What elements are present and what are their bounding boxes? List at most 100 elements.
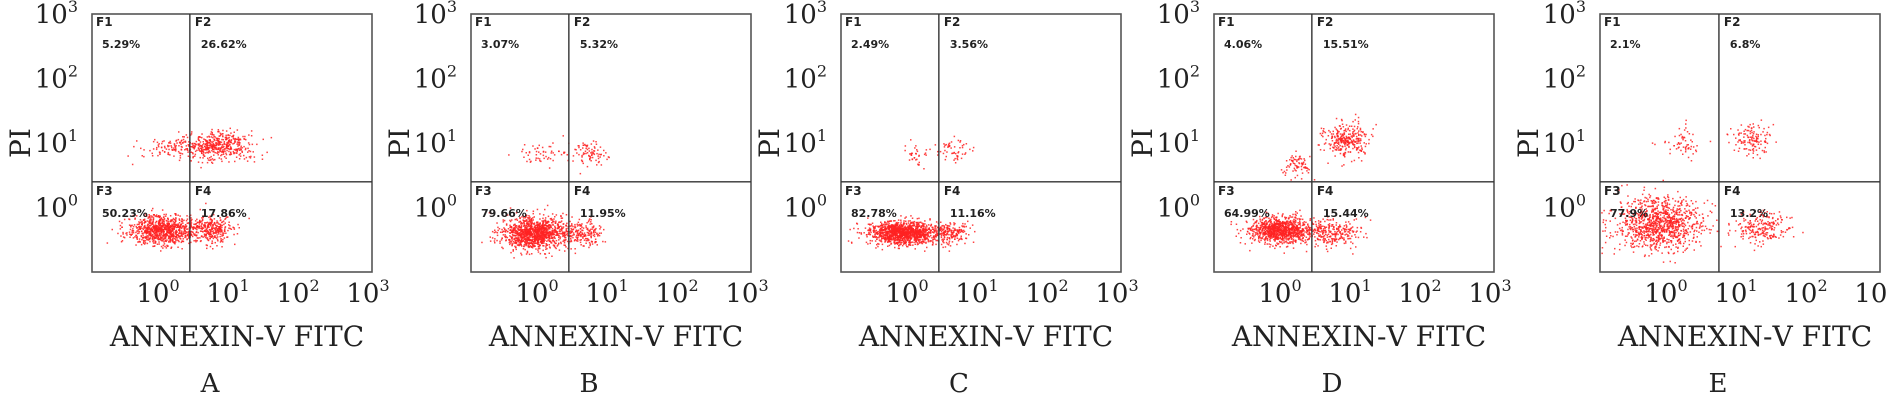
event-dot bbox=[209, 237, 211, 240]
event-dot bbox=[202, 150, 204, 153]
event-dot bbox=[600, 226, 602, 228]
event-dot bbox=[558, 230, 560, 233]
event-dot bbox=[940, 235, 943, 237]
tick-base: 10 bbox=[784, 194, 817, 224]
event-dot bbox=[212, 145, 214, 147]
event-dot bbox=[562, 232, 565, 234]
event-dot bbox=[578, 232, 580, 235]
event-dot bbox=[214, 223, 216, 225]
event-dot bbox=[908, 227, 910, 229]
event-dot bbox=[922, 227, 924, 230]
event-dot bbox=[890, 239, 893, 241]
quadrant-label: F1 bbox=[96, 15, 113, 29]
plot-frame bbox=[470, 13, 752, 273]
event-dot bbox=[533, 245, 536, 248]
event-dot bbox=[922, 229, 924, 232]
event-dot bbox=[522, 148, 524, 151]
event-dot bbox=[196, 218, 198, 221]
event-dot bbox=[153, 236, 155, 238]
event-dot bbox=[509, 220, 512, 223]
event-dot bbox=[185, 134, 188, 136]
event-dot bbox=[527, 217, 529, 219]
event-dot bbox=[957, 155, 959, 158]
event-dot bbox=[925, 237, 928, 240]
event-dot bbox=[911, 233, 914, 235]
event-dot bbox=[552, 244, 555, 246]
event-dot bbox=[953, 135, 956, 138]
event-dot bbox=[146, 242, 149, 245]
event-dot bbox=[552, 159, 554, 162]
event-dot bbox=[207, 150, 210, 153]
event-dot bbox=[545, 243, 547, 245]
event-dot bbox=[164, 237, 167, 240]
event-dot bbox=[894, 246, 896, 249]
event-dot bbox=[161, 149, 164, 152]
event-dot bbox=[902, 233, 905, 235]
event-dot bbox=[875, 229, 877, 232]
event-dot bbox=[146, 238, 148, 241]
event-dot bbox=[882, 234, 884, 237]
event-dot bbox=[537, 251, 540, 253]
quadrant-label: F3 bbox=[96, 184, 113, 198]
event-dot bbox=[525, 227, 528, 229]
event-dot bbox=[890, 229, 893, 231]
event-dot bbox=[202, 215, 204, 217]
event-dot bbox=[138, 221, 140, 223]
event-dot bbox=[221, 150, 223, 153]
event-dot bbox=[542, 154, 545, 157]
event-dot bbox=[916, 158, 918, 161]
event-dot bbox=[178, 159, 181, 162]
event-dot bbox=[526, 238, 528, 241]
event-dot bbox=[876, 233, 879, 235]
event-dot bbox=[529, 233, 531, 236]
event-dot bbox=[545, 246, 547, 248]
event-dot bbox=[921, 225, 923, 228]
tick-base: 10 bbox=[784, 0, 817, 30]
event-dot bbox=[579, 239, 581, 241]
event-dot bbox=[911, 236, 913, 238]
event-dot bbox=[884, 223, 886, 226]
event-dot bbox=[904, 217, 906, 219]
event-dot bbox=[520, 240, 522, 242]
event-dot bbox=[584, 150, 587, 152]
event-dot bbox=[226, 236, 228, 238]
event-dot bbox=[123, 218, 126, 221]
event-dot bbox=[222, 135, 224, 137]
event-dot bbox=[512, 249, 514, 251]
event-dot bbox=[909, 227, 911, 230]
event-dot bbox=[206, 247, 208, 250]
event-dot bbox=[879, 228, 881, 231]
event-dot bbox=[131, 231, 133, 234]
event-dot bbox=[545, 244, 547, 247]
event-dot bbox=[878, 236, 880, 239]
event-dot bbox=[166, 220, 168, 222]
event-dot bbox=[526, 160, 528, 163]
event-dot bbox=[152, 236, 154, 238]
event-dot bbox=[226, 149, 228, 152]
event-dot bbox=[513, 238, 515, 241]
event-dot bbox=[528, 221, 530, 223]
event-dot bbox=[530, 242, 532, 244]
event-dot bbox=[174, 221, 176, 224]
event-dot bbox=[207, 147, 209, 149]
event-dot bbox=[953, 231, 955, 233]
event-dot bbox=[510, 231, 513, 233]
event-dot bbox=[565, 236, 567, 239]
event-dot bbox=[170, 233, 172, 235]
event-dot bbox=[566, 222, 568, 225]
event-dot bbox=[262, 138, 264, 141]
event-dot bbox=[519, 226, 521, 228]
event-dot bbox=[951, 233, 953, 236]
event-dot bbox=[923, 226, 925, 228]
event-dot bbox=[556, 234, 558, 236]
event-dot bbox=[917, 237, 919, 240]
event-dot bbox=[202, 216, 204, 219]
event-dot bbox=[953, 224, 955, 226]
event-dot bbox=[148, 238, 151, 240]
event-dot bbox=[542, 239, 544, 241]
event-dot bbox=[228, 153, 231, 156]
event-dot bbox=[961, 153, 964, 155]
event-dot bbox=[133, 145, 135, 148]
event-dot bbox=[501, 231, 504, 233]
event-dot bbox=[940, 230, 943, 233]
